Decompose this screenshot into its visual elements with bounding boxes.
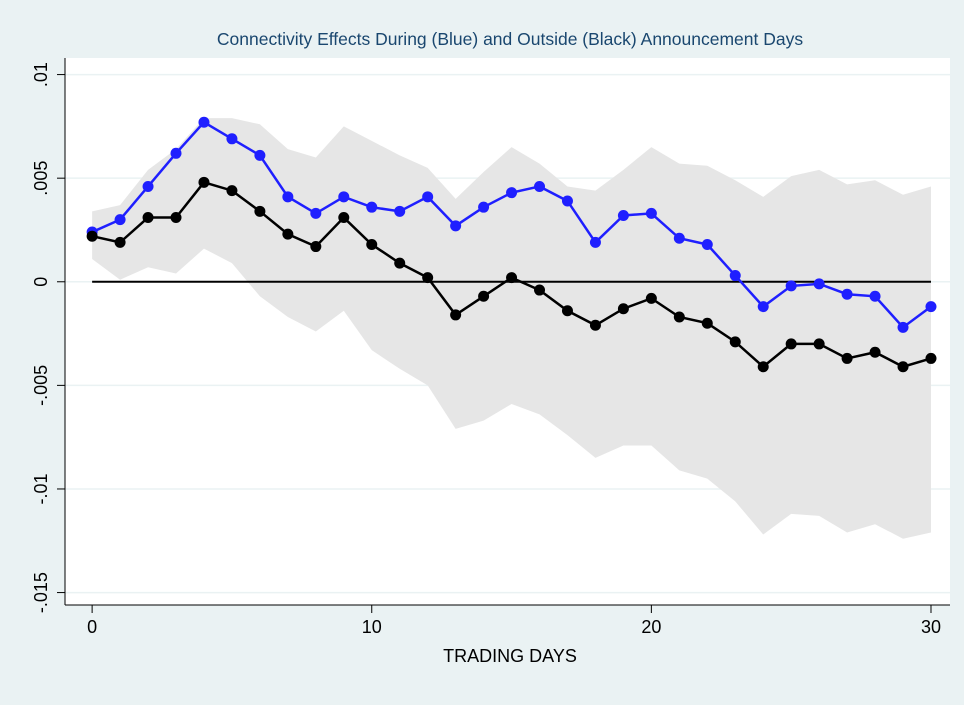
- data-point: [198, 116, 210, 128]
- data-point: [506, 187, 518, 199]
- data-point: [254, 205, 266, 217]
- data-point: [561, 195, 573, 207]
- data-point: [841, 352, 853, 364]
- data-point: [478, 201, 490, 213]
- data-point: [813, 338, 825, 350]
- data-point: [785, 280, 797, 292]
- x-tick-label: 0: [87, 617, 97, 637]
- data-point: [701, 317, 713, 329]
- y-tick-label: .005: [31, 161, 51, 196]
- data-point: [869, 346, 881, 358]
- x-tick-label: 20: [641, 617, 661, 637]
- data-point: [114, 214, 126, 226]
- data-point: [394, 205, 406, 217]
- data-point: [897, 361, 909, 373]
- data-point: [729, 270, 741, 282]
- data-point: [813, 278, 825, 290]
- data-point: [282, 191, 294, 203]
- y-tick-label: -.015: [31, 572, 51, 613]
- data-point: [534, 180, 546, 192]
- data-point: [254, 149, 266, 161]
- data-point: [645, 292, 657, 304]
- data-point: [673, 232, 685, 244]
- data-point: [925, 352, 937, 364]
- x-axis-title: TRADING DAYS: [443, 646, 577, 666]
- data-point: [170, 212, 182, 224]
- data-point: [589, 236, 601, 248]
- data-point: [310, 207, 322, 219]
- data-point: [645, 207, 657, 219]
- data-point: [589, 319, 601, 331]
- data-point: [198, 176, 210, 188]
- data-point: [757, 361, 769, 373]
- data-point: [282, 228, 294, 240]
- chart-title: Connectivity Effects During (Blue) and O…: [217, 29, 803, 49]
- data-point: [142, 180, 154, 192]
- data-point: [478, 290, 490, 302]
- data-point: [450, 220, 462, 232]
- data-point: [422, 191, 434, 203]
- y-tick-label: 0: [31, 277, 51, 287]
- data-point: [757, 301, 769, 313]
- data-point: [617, 303, 629, 315]
- data-point: [701, 238, 713, 250]
- data-point: [673, 311, 685, 323]
- data-point: [310, 241, 322, 253]
- data-point: [338, 212, 350, 224]
- data-point: [729, 336, 741, 348]
- data-point: [366, 238, 378, 250]
- confidence-band: [92, 118, 931, 539]
- y-tick-label: -.005: [31, 365, 51, 406]
- data-point: [226, 185, 238, 197]
- data-point: [226, 133, 238, 145]
- data-point: [869, 290, 881, 302]
- data-point: [534, 284, 546, 296]
- data-point: [86, 230, 98, 242]
- y-tick-label: .01: [31, 62, 51, 87]
- data-point: [114, 236, 126, 248]
- y-tick-label: -.01: [31, 473, 51, 504]
- data-point: [366, 201, 378, 213]
- data-point: [450, 309, 462, 321]
- data-point: [925, 301, 937, 313]
- data-point: [394, 257, 406, 269]
- data-point: [506, 272, 518, 284]
- data-point: [170, 147, 182, 159]
- data-point: [422, 272, 434, 284]
- data-point: [561, 305, 573, 317]
- x-tick-label: 10: [362, 617, 382, 637]
- data-point: [142, 212, 154, 224]
- data-point: [617, 209, 629, 221]
- data-point: [785, 338, 797, 350]
- data-point: [841, 288, 853, 300]
- x-tick-label: 30: [921, 617, 941, 637]
- data-point: [338, 191, 350, 203]
- data-point: [897, 321, 909, 333]
